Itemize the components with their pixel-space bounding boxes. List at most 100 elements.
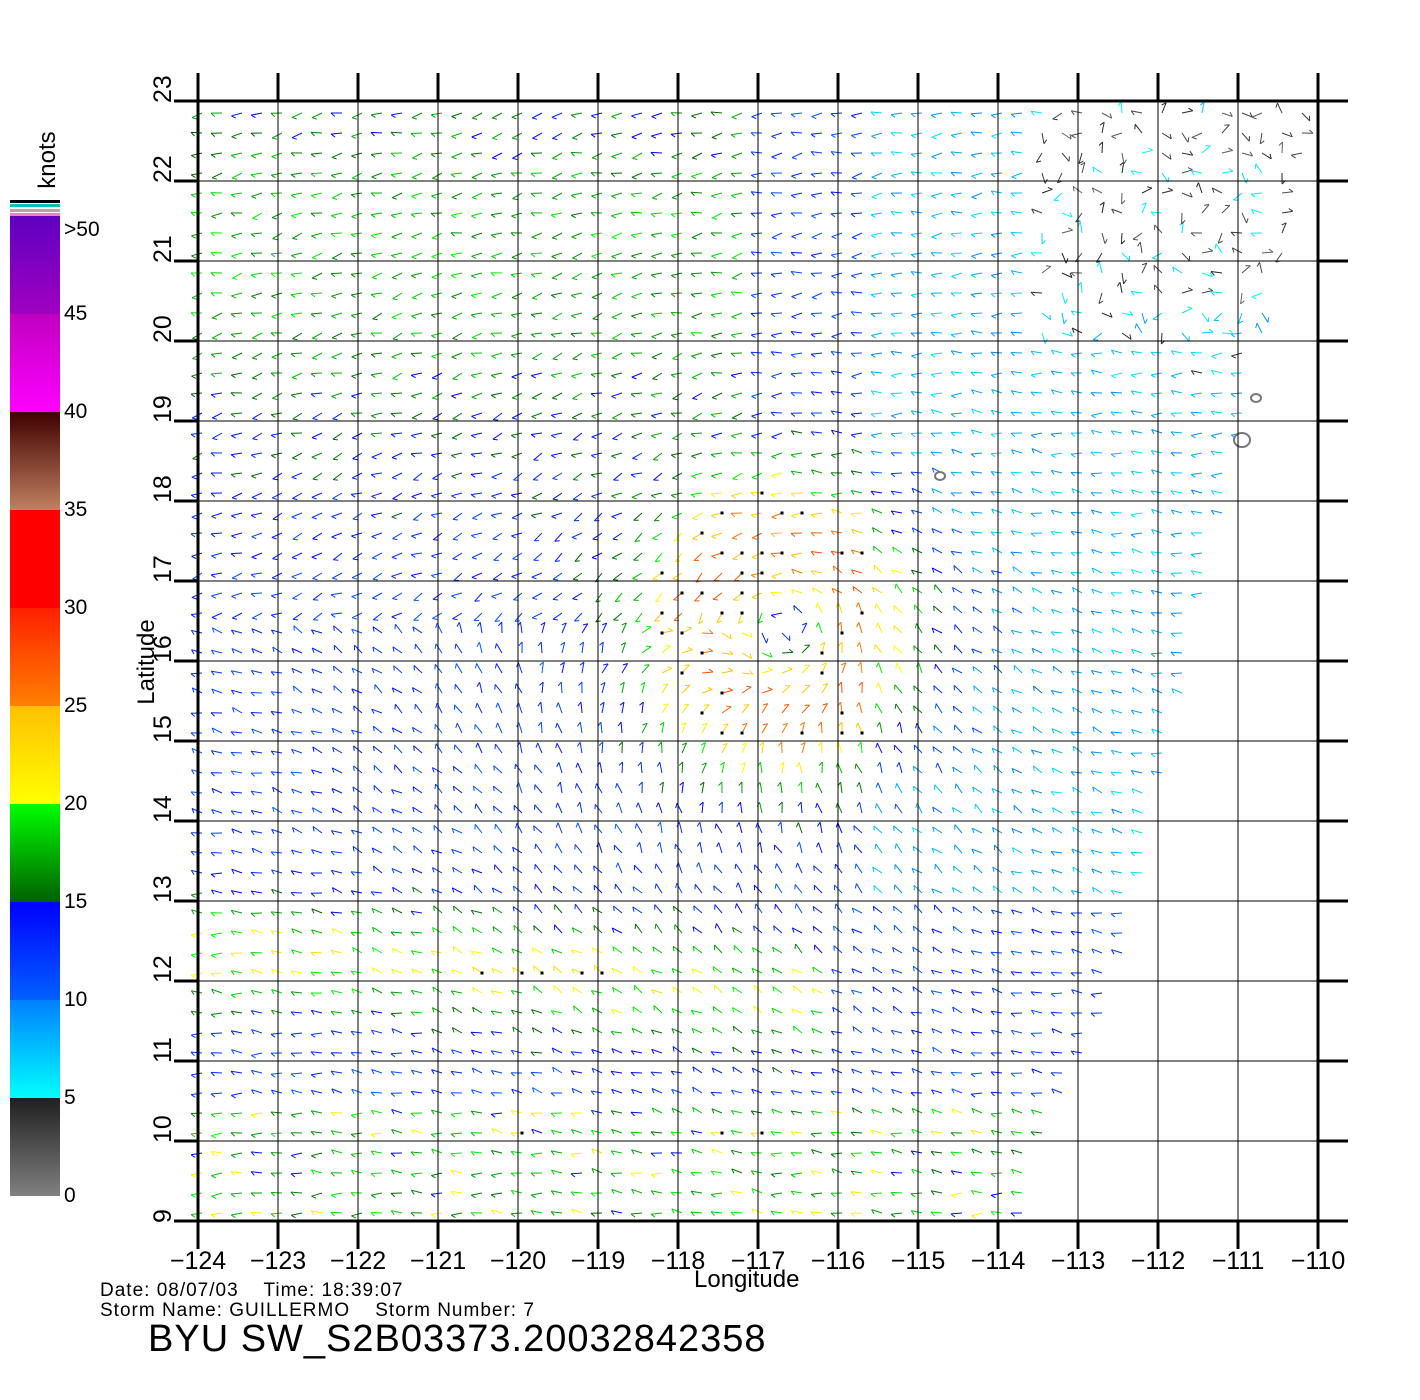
- wind-vector-barb: [210, 670, 215, 676]
- wind-vector: [431, 1047, 443, 1054]
- wind-vector-barb: [930, 1211, 935, 1217]
- wind-vector: [271, 711, 283, 714]
- wind-vector-barb: [651, 969, 655, 975]
- wind-vector: [691, 492, 703, 495]
- wind-vector: [311, 1110, 323, 1114]
- wind-vector: [311, 1072, 323, 1076]
- wind-vector-barb: [871, 234, 876, 239]
- wind-vector: [660, 822, 663, 834]
- wind-vector-barb: [451, 849, 455, 855]
- wind-vector-barb: [890, 393, 896, 398]
- wind-vector-barb: [230, 454, 236, 458]
- wind-vector-barb: [310, 393, 316, 398]
- wind-vector-barb: [1130, 851, 1135, 857]
- wind-vector-barb: [410, 1151, 415, 1157]
- wind-vector: [953, 684, 963, 694]
- wind-vector-barb: [511, 335, 517, 339]
- wind-vector-barb: [1170, 633, 1176, 637]
- wind-vector: [471, 472, 483, 475]
- wind-vector-barb: [1091, 415, 1096, 419]
- wind-vector: [1051, 910, 1063, 914]
- wind-vector: [554, 552, 563, 562]
- wind-vector: [531, 272, 543, 275]
- wind-vector: [271, 671, 283, 674]
- wind-vector-barb: [518, 641, 523, 647]
- wind-vector-barb: [470, 294, 476, 299]
- wind-vector: [1031, 487, 1043, 494]
- wind-vector: [1051, 531, 1063, 534]
- wind-vector-barb: [890, 313, 896, 318]
- wind-vector: [634, 532, 643, 542]
- wind-vector-barb: [190, 712, 196, 717]
- wind-vector-barb: [411, 417, 418, 420]
- wind-vector: [651, 1190, 663, 1194]
- wind-vector: [671, 492, 683, 496]
- wind-vector-barb: [644, 664, 650, 666]
- wind-vector: [891, 510, 903, 514]
- wind-vector-barb: [871, 508, 875, 514]
- wind-vector: [552, 392, 563, 399]
- wind-vector: [231, 232, 243, 237]
- wind-vector: [950, 471, 963, 474]
- wind-vector-barb: [671, 1208, 675, 1214]
- wind-vector: [431, 492, 443, 497]
- wind-vector-barb: [251, 929, 255, 935]
- wind-vector-barb: [431, 335, 436, 339]
- wind-vector: [931, 488, 943, 494]
- wind-vector-barb: [830, 530, 835, 536]
- wind-vector: [231, 532, 243, 537]
- wind-vector-barb: [732, 986, 735, 993]
- wind-vector-barb: [835, 762, 839, 768]
- wind-vector: [1111, 709, 1123, 714]
- wind-vector: [951, 392, 963, 397]
- wind-vector: [519, 742, 523, 754]
- wind-vector: [750, 312, 763, 314]
- wind-vector-barb: [590, 212, 595, 217]
- wind-vector-barb: [312, 337, 318, 340]
- wind-vector: [1090, 472, 1103, 475]
- wind-vector-barb: [713, 885, 715, 891]
- rain-flag-dot: [660, 631, 664, 635]
- wind-vector-barb: [790, 554, 796, 559]
- wind-vector-barb: [954, 783, 957, 789]
- wind-vector-barb: [352, 947, 355, 953]
- wind-vector: [332, 572, 343, 579]
- wind-vector: [893, 645, 903, 654]
- wind-vector-barb: [611, 927, 615, 933]
- wind-vector-barb: [210, 452, 216, 457]
- wind-vector-barb: [351, 688, 355, 694]
- wind-vector-barb: [653, 459, 659, 461]
- wind-vector: [251, 372, 263, 379]
- wind-vector: [391, 572, 403, 577]
- wind-vector: [871, 490, 883, 494]
- wind-vector: [933, 685, 943, 694]
- wind-vector: [610, 1172, 623, 1174]
- wind-vector-barb: [230, 333, 236, 338]
- wind-vector-barb: [211, 727, 215, 733]
- wind-vector-barb: [230, 374, 236, 379]
- wind-vector: [857, 602, 863, 614]
- wind-vector-barb: [875, 782, 879, 788]
- wind-vector-barb: [250, 252, 256, 257]
- wind-vector: [681, 703, 690, 714]
- wind-vector-barb: [672, 986, 675, 992]
- wind-vector: [1171, 350, 1183, 354]
- wind-vector: [372, 592, 383, 599]
- wind-vector-barb: [931, 567, 935, 573]
- wind-vector-barb: [350, 1031, 355, 1036]
- wind-vector-barb: [490, 394, 496, 399]
- wind-vector-barb: [190, 1074, 196, 1079]
- wind-vector: [451, 827, 463, 834]
- wind-vector: [1010, 292, 1023, 294]
- wind-vector: [630, 392, 643, 395]
- wind-vector: [432, 472, 443, 480]
- wind-vector: [579, 742, 583, 754]
- wind-vector: [374, 684, 383, 694]
- wind-vector: [471, 1089, 483, 1094]
- wind-vector: [595, 612, 603, 623]
- wind-vector-barb: [191, 808, 195, 814]
- wind-vector-barb: [708, 647, 714, 652]
- wind-vector-barb: [191, 255, 197, 259]
- wind-vector-barb: [470, 1194, 476, 1199]
- wind-vector-barb: [783, 703, 789, 706]
